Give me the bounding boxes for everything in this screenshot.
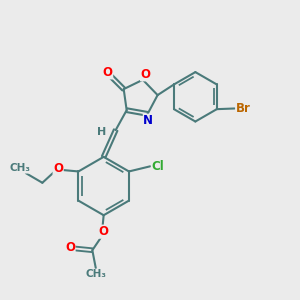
Text: O: O [98, 225, 108, 238]
Text: O: O [141, 68, 151, 81]
Text: N: N [143, 114, 153, 127]
Text: Cl: Cl [152, 160, 164, 173]
Text: Br: Br [236, 102, 250, 115]
Text: H: H [97, 127, 106, 137]
Text: O: O [53, 162, 63, 175]
Text: O: O [65, 241, 75, 254]
Text: CH₃: CH₃ [9, 163, 30, 173]
Text: CH₃: CH₃ [86, 269, 107, 279]
Text: O: O [103, 66, 112, 79]
